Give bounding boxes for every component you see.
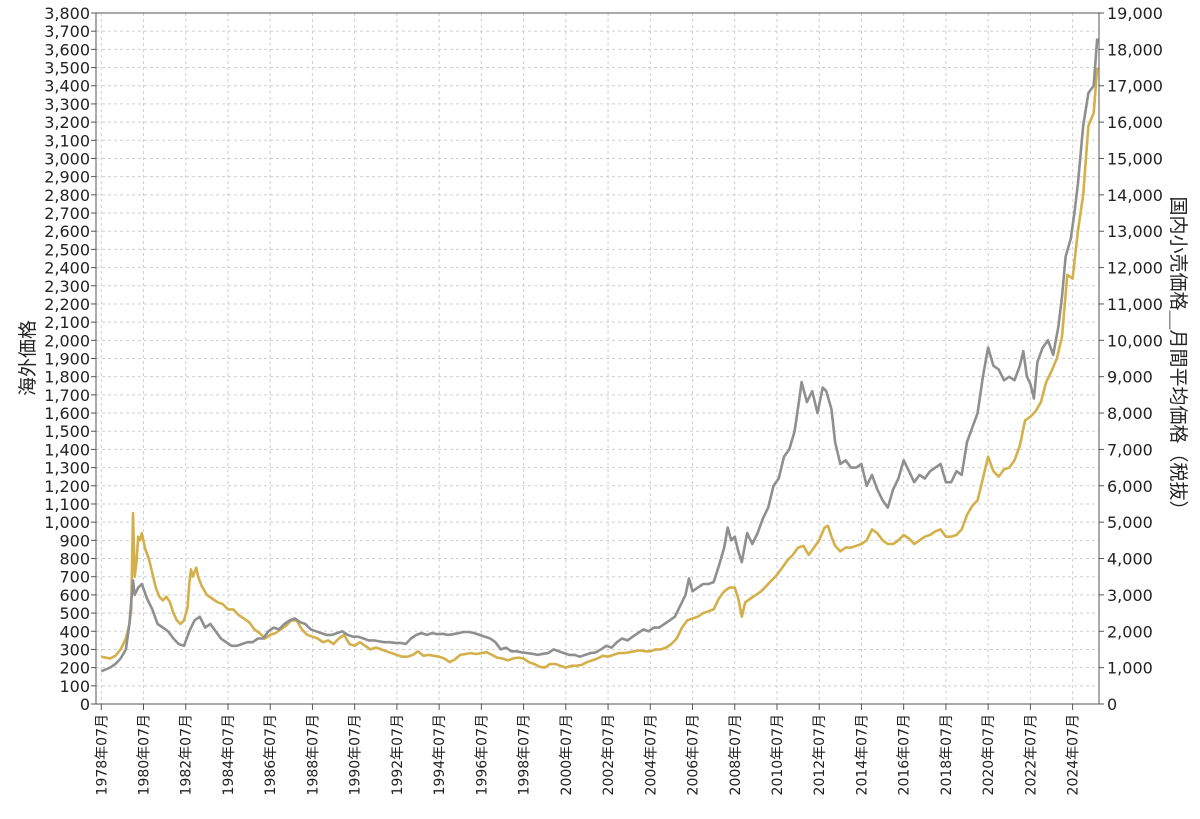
x-tick-label: 2012年07月 [812,714,828,795]
x-tick-label: 1994年07月 [432,714,448,795]
x-tick-label: 2000年07月 [559,714,575,795]
left-tick-label: 900 [59,531,90,550]
x-tick-label: 1992年07月 [390,714,406,795]
left-tick-label: 1,200 [44,477,90,496]
x-tick-label: 2024年07月 [1066,714,1082,795]
x-tick-label: 2022年07月 [1023,714,1039,795]
x-tick-label: 2018年07月 [939,714,955,795]
left-tick-label: 3,700 [44,22,90,41]
left-tick-label: 1,600 [44,404,90,423]
x-tick-label: 2006年07月 [686,714,702,795]
right-tick-label: 1,000 [1107,659,1153,678]
left-tick-label: 800 [59,550,90,569]
right-y-axis: 0 1,000 2,000 3,000 4,000 5,000 6,000 7,000 8,00… [1099,4,1163,714]
left-tick-label: 3,000 [44,149,90,168]
left-tick-label: 2,500 [44,240,90,259]
x-tick-label: 1980年07月 [137,714,153,795]
left-tick-label: 2,100 [44,313,90,332]
x-tick-label: 1984年07月 [221,714,237,795]
x-tick-label: 1998年07月 [517,714,533,795]
series-lines [100,38,1099,673]
right-tick-label: 15,000 [1107,149,1163,168]
right-tick-label: 3,000 [1107,586,1153,605]
right-tick-label: 0 [1107,695,1117,714]
left-tick-label: 0 [80,695,90,714]
x-tick-label: 1988年07月 [305,714,321,795]
left-tick-label: 2,000 [44,331,90,350]
right-tick-label: 14,000 [1107,186,1163,205]
right-tick-label: 4,000 [1107,550,1153,569]
left-tick-label: 2,700 [44,204,90,223]
right-tick-label: 17,000 [1107,77,1163,96]
left-tick-label: 3,800 [44,4,90,23]
right-tick-label: 6,000 [1107,477,1153,496]
left-tick-label: 1,900 [44,350,90,369]
left-tick-label: 500 [59,604,90,623]
right-tick-label: 16,000 [1107,113,1163,132]
left-tick-label: 3,500 [44,59,90,78]
right-tick-label: 9,000 [1107,368,1153,387]
x-tick-label: 1978年07月 [94,714,110,795]
right-tick-label: 5,000 [1107,513,1153,532]
x-tick-label: 2016年07月 [897,714,913,795]
left-y-axis: 01002003004005006007008009001,0001,1001,… [44,4,96,714]
right-tick-label: 8,000 [1107,404,1153,423]
left-tick-label: 1,000 [44,513,90,532]
left-tick-label: 3,200 [44,113,90,132]
left-tick-label: 3,100 [44,131,90,150]
right-tick-label: 7,000 [1107,440,1153,459]
left-tick-label: 200 [59,659,90,678]
left-tick-label: 300 [59,640,90,659]
right-y-axis-title: 国内小売価格＿月間平均価格（税抜） [1167,196,1189,519]
x-tick-label: 2014年07月 [854,714,870,795]
left-y-axis-title: 海外価格 [17,320,39,396]
left-tick-label: 2,200 [44,295,90,314]
left-tick-label: 100 [59,677,90,696]
right-tick-label: 11,000 [1107,295,1163,314]
x-tick-label: 1982年07月 [179,714,195,795]
right-tick-label: 12,000 [1107,259,1163,278]
x-axis: 1978年07月 1980年07月 1982年07月 1984年07月 1986年07月… [94,704,1082,795]
left-tick-label: 1,500 [44,422,90,441]
left-tick-label: 3,400 [44,77,90,96]
right-tick-label: 18,000 [1107,40,1163,59]
x-tick-label: 2004年07月 [643,714,659,795]
left-tick-label: 1,100 [44,495,90,514]
x-tick-label: 1986年07月 [263,714,279,795]
grid-lines [96,12,1099,705]
right-tick-label: 19,000 [1107,4,1163,23]
left-tick-label: 2,400 [44,259,90,278]
x-tick-label: 2008年07月 [728,714,744,795]
left-tick-label: 700 [59,568,90,587]
left-tick-label: 2,800 [44,186,90,205]
x-tick-label: 1990年07月 [348,714,364,795]
left-tick-label: 600 [59,586,90,605]
right-tick-label: 2,000 [1107,622,1153,641]
left-tick-label: 3,600 [44,40,90,59]
left-tick-label: 3,300 [44,95,90,114]
left-tick-label: 2,600 [44,222,90,241]
left-tick-label: 2,900 [44,168,90,187]
left-tick-label: 2,300 [44,277,90,296]
series-line-overseas [101,67,1099,669]
series-line-domestic [100,38,1099,673]
x-tick-label: 2002年07月 [601,714,617,795]
x-tick-label: 2010年07月 [770,714,786,795]
right-tick-label: 10,000 [1107,331,1163,350]
left-tick-label: 400 [59,622,90,641]
x-tick-label: 1996年07月 [474,714,490,795]
left-tick-label: 1,300 [44,459,90,478]
x-tick-label: 2020年07月 [981,714,997,795]
left-tick-label: 1,400 [44,440,90,459]
right-tick-label: 13,000 [1107,222,1163,241]
left-tick-label: 1,700 [44,386,90,405]
left-tick-label: 1,800 [44,368,90,387]
